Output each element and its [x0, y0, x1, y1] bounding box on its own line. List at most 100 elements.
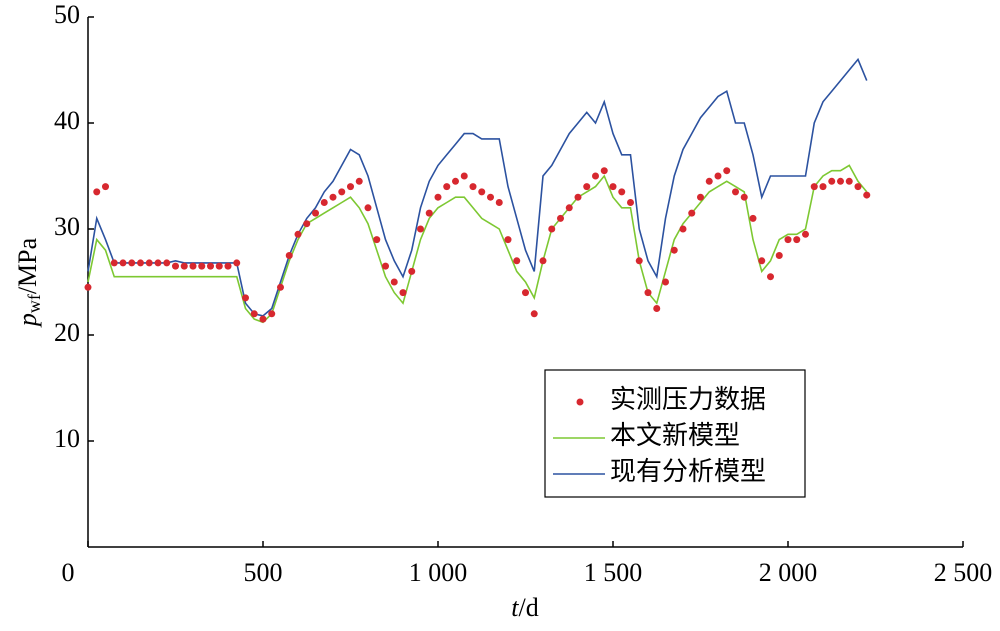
data-point — [495, 199, 503, 206]
x-label-main: t — [511, 593, 519, 622]
data-point — [784, 236, 792, 244]
data-point — [697, 193, 704, 201]
data-point — [688, 209, 696, 217]
data-point — [644, 289, 652, 297]
data-point — [320, 199, 328, 206]
data-point — [277, 283, 284, 291]
data-point — [312, 209, 319, 217]
data-point — [565, 204, 573, 212]
data-point — [749, 214, 757, 222]
y-label-unit: /MPa — [13, 237, 42, 294]
data-point — [837, 177, 844, 185]
data-point — [478, 188, 486, 196]
data-point — [574, 193, 582, 201]
data-point — [705, 177, 713, 185]
data-point — [854, 183, 862, 191]
data-point — [364, 204, 372, 212]
data-point — [399, 289, 407, 297]
legend-label: 实测压力数据 — [610, 385, 766, 414]
data-point — [390, 278, 398, 286]
data-point — [662, 278, 669, 286]
data-point — [285, 252, 293, 259]
data-point — [373, 236, 381, 244]
y-tick-label: 40 — [54, 106, 80, 135]
data-point — [110, 259, 118, 267]
data-point — [355, 177, 363, 185]
data-point — [215, 262, 223, 270]
data-point — [189, 262, 197, 270]
y-tick-label: 50 — [54, 0, 80, 29]
data-point — [504, 236, 512, 244]
data-point — [294, 230, 302, 238]
data-point — [224, 262, 232, 270]
data-point — [758, 257, 766, 265]
data-point — [627, 199, 634, 206]
data-point — [259, 315, 267, 323]
data-point — [653, 305, 661, 312]
x-tick-label: 1 000 — [409, 558, 468, 587]
data-point — [775, 252, 783, 259]
data-point — [513, 257, 521, 265]
y-tick-label: 20 — [54, 318, 80, 347]
data-point — [93, 188, 101, 196]
data-point — [592, 172, 599, 180]
data-point — [618, 188, 626, 196]
data-point — [233, 259, 241, 267]
legend-marker — [576, 398, 584, 406]
data-point — [268, 310, 276, 318]
data-point — [863, 191, 871, 199]
data-point — [670, 246, 678, 254]
y-axis-label: pwf/MPa — [13, 237, 44, 328]
data-point — [434, 193, 442, 201]
y-tick-label: 10 — [54, 424, 80, 453]
data-point — [487, 193, 494, 201]
data-point — [207, 262, 214, 270]
data-point — [338, 188, 346, 196]
x-axis-label: t/d — [511, 593, 538, 622]
data-point — [102, 183, 109, 191]
data-point — [128, 259, 136, 267]
data-point — [635, 257, 643, 265]
data-point — [417, 225, 424, 233]
data-point — [303, 220, 311, 228]
data-point — [452, 177, 459, 185]
data-point — [84, 283, 92, 291]
legend-label: 现有分析模型 — [610, 457, 766, 486]
data-point — [810, 183, 818, 191]
data-point — [154, 259, 162, 267]
data-point — [600, 167, 608, 175]
data-point — [557, 214, 564, 222]
data-point — [163, 259, 171, 267]
data-point — [828, 177, 836, 185]
x-tick-label: 1 500 — [584, 558, 643, 587]
data-point — [679, 225, 687, 233]
data-point — [347, 183, 354, 191]
data-point — [583, 183, 591, 191]
series-line — [87, 164, 868, 324]
data-point — [137, 259, 144, 267]
legend-label: 本文新模型 — [610, 421, 740, 450]
data-point — [793, 236, 801, 244]
data-point — [250, 310, 258, 318]
data-point — [242, 294, 249, 302]
data-point — [469, 183, 477, 191]
data-point — [845, 177, 853, 185]
data-point — [382, 262, 389, 270]
data-point — [539, 257, 547, 265]
x-tick-label: 500 — [244, 558, 283, 587]
x-tick-label: 2 500 — [934, 558, 993, 587]
data-point — [180, 262, 188, 270]
data-point — [460, 172, 468, 180]
x-tick-label: 0 — [62, 558, 75, 587]
data-point — [425, 209, 433, 217]
y-tick-label: 30 — [54, 212, 80, 241]
data-point — [443, 183, 451, 191]
data-point — [819, 183, 827, 191]
data-point — [145, 259, 153, 267]
data-point — [172, 262, 179, 270]
legend-box — [544, 369, 806, 498]
data-point — [714, 172, 722, 180]
data-point — [740, 193, 748, 201]
